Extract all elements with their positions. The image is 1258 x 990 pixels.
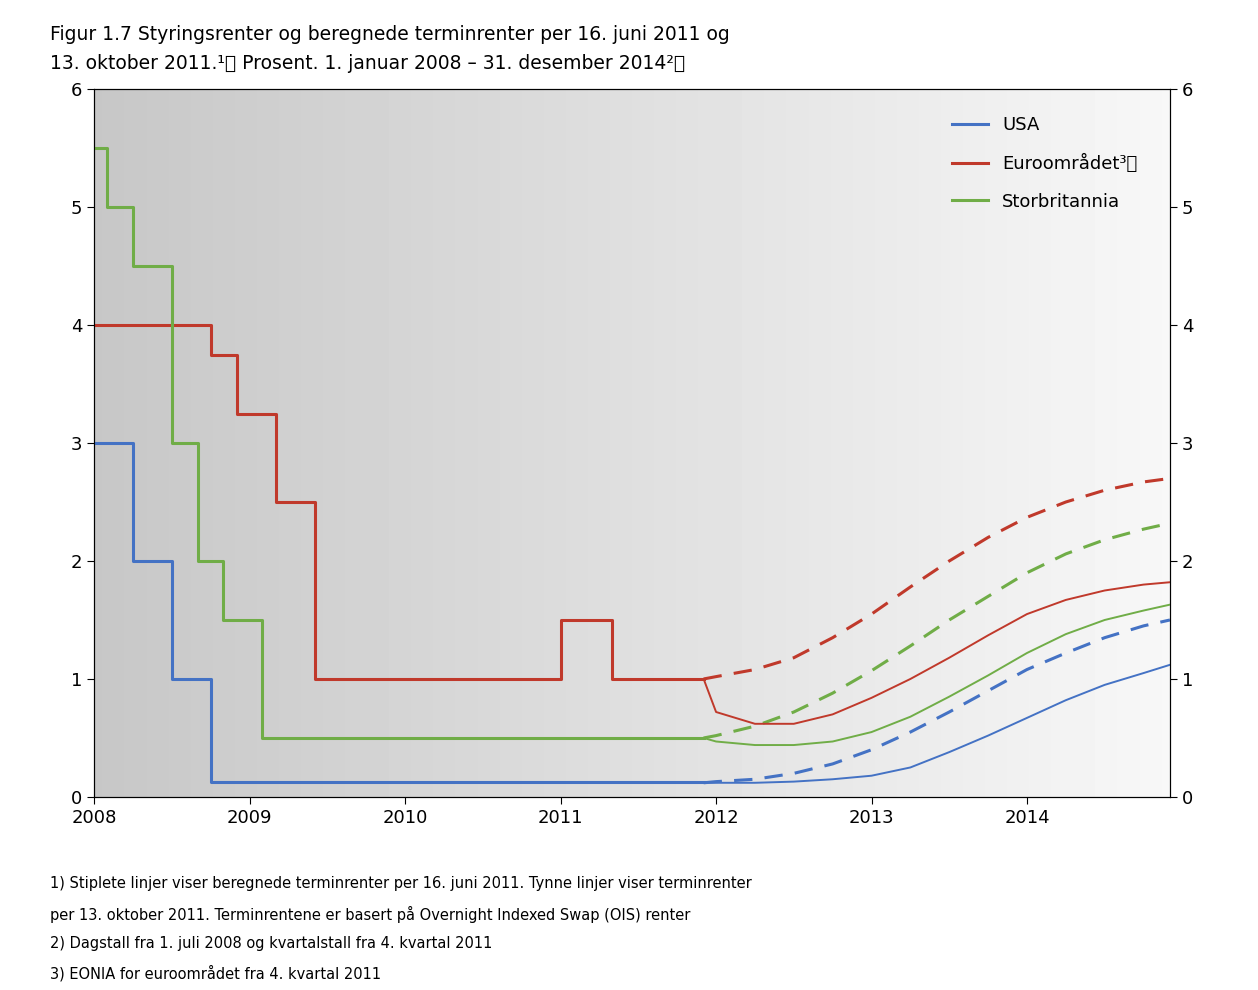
Text: 1) Stiplete linjer viser beregnede terminrenter per 16. juni 2011. Tynne linjer : 1) Stiplete linjer viser beregnede termi…	[50, 876, 752, 891]
Text: 2) Dagstall fra 1. juli 2008 og kvartalstall fra 4. kvartal 2011: 2) Dagstall fra 1. juli 2008 og kvartals…	[50, 936, 493, 950]
Text: 13. oktober 2011.¹⧩ Prosent. 1. januar 2008 – 31. desember 2014²⧩: 13. oktober 2011.¹⧩ Prosent. 1. januar 2…	[50, 54, 686, 73]
Text: per 13. oktober 2011. Terminrentene er basert på Overnight Indexed Swap (OIS) re: per 13. oktober 2011. Terminrentene er b…	[50, 906, 691, 923]
Text: 3) EONIA for euroområdet fra 4. kvartal 2011: 3) EONIA for euroområdet fra 4. kvartal …	[50, 965, 381, 982]
Text: Figur 1.7 Styringsrenter og beregnede terminrenter per 16. juni 2011 og: Figur 1.7 Styringsrenter og beregnede te…	[50, 25, 730, 44]
Legend: USA, Euroområdet³⧩, Storbritannia: USA, Euroområdet³⧩, Storbritannia	[945, 109, 1145, 218]
